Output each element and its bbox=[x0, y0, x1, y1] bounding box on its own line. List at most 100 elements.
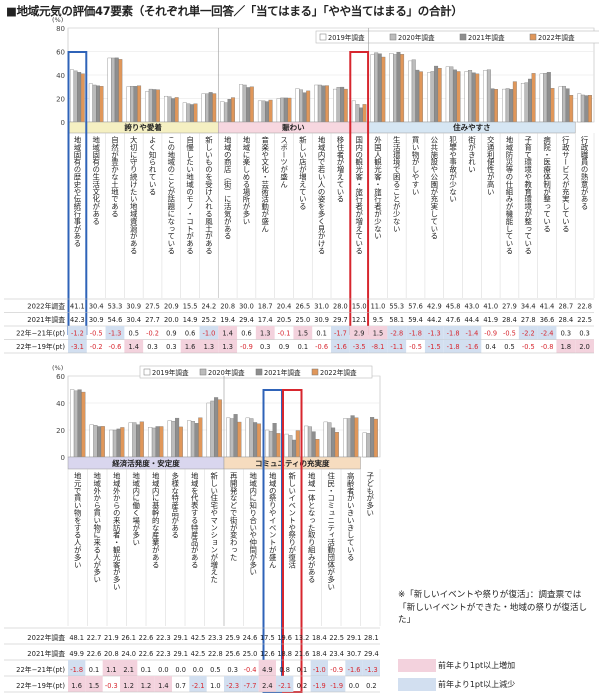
bar-y2019 bbox=[126, 86, 131, 123]
table-cell-bg bbox=[331, 339, 350, 353]
table-cell-d21: 0.1 bbox=[316, 330, 327, 338]
bar-y2019 bbox=[145, 91, 150, 123]
bar-y2022 bbox=[381, 56, 386, 123]
category-label: 地域内に知り合いや仲間が多い bbox=[248, 472, 257, 576]
category-label: 移住者が増えている bbox=[336, 136, 345, 203]
table-cell-bg bbox=[406, 326, 425, 340]
table-cell-d19: -0.6 bbox=[109, 343, 122, 351]
table-cell-r2022: 53.3 bbox=[108, 303, 123, 311]
table-cell-r2021: 29.4 bbox=[364, 650, 379, 658]
table-cell-r2021: 30.9 bbox=[89, 316, 104, 324]
table-cell-r2022: 22.3 bbox=[156, 634, 171, 642]
table-cell-d19: -3.5 bbox=[353, 343, 366, 351]
table-cell-bg bbox=[224, 676, 242, 692]
table-cell-r2021: 25.2 bbox=[202, 316, 217, 324]
table-cell-bg bbox=[331, 326, 350, 340]
table-cell-d19: -7.7 bbox=[244, 682, 257, 690]
bar-y2019 bbox=[284, 433, 289, 458]
table-cell-d21: 1.1 bbox=[106, 666, 117, 674]
category-label: 地域内で若い人の姿を多く見かける bbox=[317, 136, 326, 255]
bar-y2021 bbox=[136, 424, 141, 458]
table-cell-r2022: 27.9 bbox=[502, 303, 517, 311]
table-cell-bg bbox=[424, 326, 444, 340]
table-cell-r2021: 25.6 bbox=[225, 650, 240, 658]
group-label: 経済活発度・安定度 bbox=[112, 458, 180, 468]
bar-y2021 bbox=[302, 92, 307, 123]
bar-y2022 bbox=[139, 421, 144, 458]
table-cell-d19: 1.3 bbox=[204, 343, 215, 351]
table-cell-r2021: 25.0 bbox=[295, 316, 310, 324]
bar-y2022 bbox=[456, 71, 461, 123]
category-label: 犯罪や事故が少ない bbox=[448, 136, 457, 203]
table-cell-d19: -0.3 bbox=[105, 682, 118, 690]
table-cell-bg bbox=[120, 676, 138, 692]
bar-y2019 bbox=[558, 86, 563, 123]
bar-y2022 bbox=[494, 89, 498, 123]
table-cell-d21: 0.0 bbox=[158, 666, 169, 674]
table-cell-d21: 0.3 bbox=[561, 330, 572, 338]
bar-y2019 bbox=[245, 417, 250, 458]
category-label: 地域外から買い物に来る人が多い bbox=[92, 472, 101, 584]
bar-y2022 bbox=[287, 97, 292, 123]
table-cell-r2022: 30.9 bbox=[126, 303, 141, 311]
table-cell-r2022: 25.9 bbox=[225, 634, 240, 642]
table-cell-bg bbox=[218, 326, 238, 340]
y-axis-unit: (%) bbox=[52, 16, 63, 24]
table-cell-d21: -1.3 bbox=[365, 666, 378, 674]
bar-y2021 bbox=[311, 431, 316, 458]
bar-y2021 bbox=[114, 57, 119, 123]
bar-y2021 bbox=[340, 86, 345, 123]
table-cell-d21: -2.4 bbox=[541, 330, 554, 338]
table-cell-r2022: 15.5 bbox=[183, 303, 198, 311]
table-cell-r2022: 31.0 bbox=[314, 303, 329, 311]
table-cell-bg bbox=[68, 676, 86, 692]
table-cell-d21: -1.0 bbox=[202, 330, 215, 338]
y-tick-label: 0 bbox=[61, 119, 65, 127]
table-cell-r2021: 21.6 bbox=[295, 650, 310, 658]
table-cell-d21: 0.1 bbox=[141, 666, 152, 674]
table-cell-d21: -1.0 bbox=[313, 666, 326, 674]
table-cell-r2022: 26.1 bbox=[121, 634, 136, 642]
legend-label-y2021: 2021年調査 bbox=[468, 33, 505, 42]
table-cell-bg bbox=[68, 660, 86, 676]
table-cell-bg bbox=[120, 660, 138, 676]
table-cell-d21: 0.1 bbox=[89, 666, 100, 674]
bar-y2019 bbox=[333, 88, 337, 123]
table-cell-d21: -1.8 bbox=[409, 330, 422, 338]
bar-y2022 bbox=[159, 426, 164, 458]
table-cell-d21: -1.8 bbox=[447, 330, 460, 338]
bar-y2019 bbox=[445, 66, 450, 123]
table-cell-d21: 0.0 bbox=[193, 666, 204, 674]
bar-y2022 bbox=[198, 417, 203, 458]
bar-y2019 bbox=[187, 420, 192, 458]
table-cell-r2021: 30.9 bbox=[314, 316, 329, 324]
bar-y2021 bbox=[189, 104, 194, 123]
table-cell-bg bbox=[368, 326, 388, 340]
bar-y2020 bbox=[449, 66, 454, 123]
bar-y2022 bbox=[475, 73, 480, 123]
footnote: ※「新しいイベントや祭りが復活」：調査票では「新しいイベントができた・地域の祭り… bbox=[398, 590, 588, 625]
table-cell-d21: -0.4 bbox=[244, 666, 257, 674]
bar-y2020 bbox=[111, 57, 116, 123]
bar-y2020 bbox=[430, 71, 435, 123]
table-cell-r2021: 29.4 bbox=[239, 316, 254, 324]
table-cell-bg bbox=[518, 326, 538, 340]
bar-y2020 bbox=[171, 421, 176, 458]
bar-y2021 bbox=[452, 69, 457, 123]
bar-y2021 bbox=[227, 99, 232, 123]
table-cell-d19: 1.8 bbox=[561, 343, 572, 351]
bar-y2022 bbox=[400, 54, 405, 123]
bar-y2020 bbox=[249, 418, 254, 458]
bar-y2020 bbox=[299, 89, 303, 123]
legend-label-y2020: 2020年調査 bbox=[398, 33, 435, 42]
bar-y2019 bbox=[164, 95, 168, 123]
category-label: 住民・コミュニティ活動団体が多い bbox=[326, 472, 335, 591]
table-cell-d19: -0.6 bbox=[315, 343, 328, 351]
bar-y2020 bbox=[132, 422, 137, 458]
bar-y2021 bbox=[490, 88, 495, 123]
row-label-d19: 22年−19年(pt) bbox=[16, 681, 65, 690]
table-cell-bg bbox=[556, 339, 576, 353]
table-cell-r2021: 9.5 bbox=[373, 316, 384, 324]
table-cell-bg bbox=[345, 660, 363, 676]
legend-swatch-y2022 bbox=[311, 368, 319, 376]
